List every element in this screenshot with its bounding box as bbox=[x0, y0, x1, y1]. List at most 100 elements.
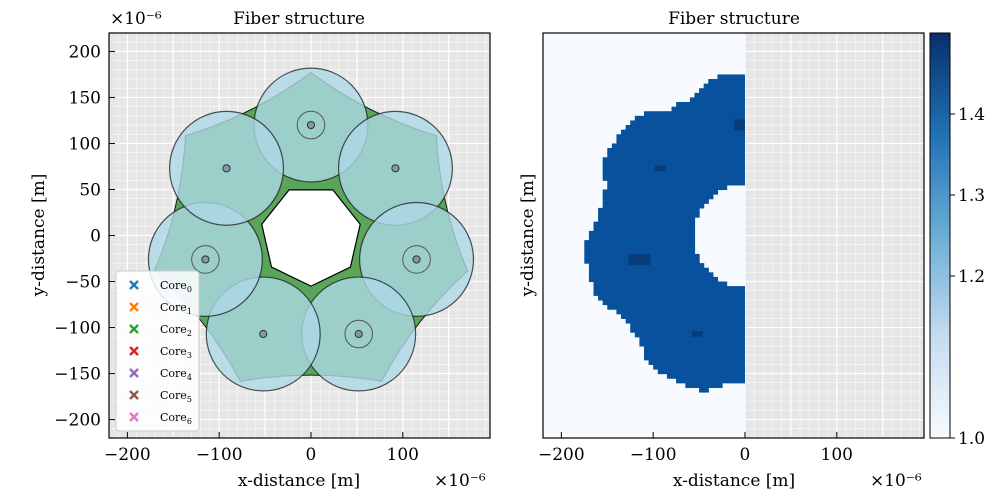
heatmap-cell bbox=[648, 272, 654, 278]
heatmap-cell bbox=[616, 309, 622, 315]
heatmap-cell bbox=[708, 115, 714, 122]
heatmap-cell bbox=[712, 143, 719, 149]
heatmap-cell bbox=[653, 295, 659, 301]
heatmap-cell bbox=[708, 88, 714, 94]
heatmap-cell bbox=[648, 194, 654, 200]
heatmap-cell bbox=[639, 299, 645, 306]
heatmap-cell bbox=[602, 290, 608, 296]
heatmap-cell bbox=[676, 249, 682, 255]
heatmap-cell bbox=[712, 359, 719, 365]
legend-entry: Core3 bbox=[129, 345, 192, 360]
heatmap-cell bbox=[680, 194, 686, 200]
heatmap-cell bbox=[639, 309, 645, 315]
heatmap-cell bbox=[689, 129, 696, 135]
heatmap-cell bbox=[630, 194, 636, 200]
heatmap-cell bbox=[680, 184, 686, 191]
heatmap-cell bbox=[712, 355, 719, 361]
heatmap-cell bbox=[699, 309, 705, 315]
heatmap-cell bbox=[630, 184, 636, 191]
heatmap-cell bbox=[662, 143, 668, 149]
heatmap-cell bbox=[694, 97, 700, 103]
heatmap-cell bbox=[708, 327, 714, 333]
heatmap-cell bbox=[588, 249, 595, 255]
heatmap-cell bbox=[735, 138, 741, 145]
heatmap-cell bbox=[699, 341, 705, 347]
heatmap-cell bbox=[611, 143, 618, 149]
heatmap-cell bbox=[717, 327, 723, 333]
heatmap-cell bbox=[685, 272, 691, 278]
heatmap-cell bbox=[653, 120, 659, 126]
heatmap-cell bbox=[717, 148, 723, 154]
heatmap-cell bbox=[685, 299, 691, 306]
heatmap-cell bbox=[666, 364, 673, 370]
heatmap-cell bbox=[598, 272, 604, 278]
heatmap-cell bbox=[639, 290, 645, 296]
heatmap-cell bbox=[607, 235, 613, 241]
heatmap-cell bbox=[634, 217, 640, 223]
heatmap-cell bbox=[630, 263, 636, 269]
heatmap-cell bbox=[726, 148, 732, 154]
heatmap-cell bbox=[602, 212, 608, 218]
heatmap-cell bbox=[634, 125, 640, 131]
heatmap-cell bbox=[694, 290, 700, 296]
heatmap-cell bbox=[588, 263, 595, 269]
heatmap-cell bbox=[726, 313, 732, 319]
heatmap-cell bbox=[662, 267, 668, 273]
heatmap-cell bbox=[694, 212, 700, 218]
heatmap-cell bbox=[689, 125, 696, 131]
heatmap-cell bbox=[653, 115, 659, 122]
heatmap-cell bbox=[657, 318, 663, 324]
heatmap-cell bbox=[685, 189, 691, 195]
heatmap-cell bbox=[653, 253, 659, 260]
heatmap-cell bbox=[639, 161, 645, 168]
heatmap-cell bbox=[611, 272, 618, 278]
x-tick-label: 100 bbox=[821, 445, 853, 465]
heatmap-cell bbox=[735, 364, 741, 370]
heatmap-cell bbox=[703, 152, 709, 158]
heatmap-cell bbox=[662, 230, 668, 237]
heatmap-cell bbox=[708, 148, 714, 154]
heatmap-cell bbox=[740, 299, 745, 306]
heatmap-cell bbox=[685, 157, 691, 163]
heatmap-cell bbox=[643, 125, 650, 131]
heatmap-cell bbox=[671, 143, 677, 149]
heatmap-cell bbox=[625, 235, 631, 241]
heatmap-cell bbox=[717, 322, 723, 329]
heatmap-cell bbox=[722, 281, 728, 287]
heatmap-cell bbox=[699, 194, 705, 200]
heatmap-cell bbox=[602, 207, 608, 214]
heatmap-cell bbox=[699, 129, 705, 135]
heatmap-cell bbox=[703, 97, 709, 103]
heatmap-cell bbox=[607, 226, 613, 232]
heatmap-cell bbox=[662, 286, 668, 292]
heatmap-cell bbox=[648, 327, 654, 333]
heatmap-cell bbox=[722, 290, 728, 296]
heatmap-cell bbox=[689, 97, 696, 103]
heatmap-cell bbox=[726, 309, 732, 315]
heatmap-cell bbox=[607, 253, 613, 260]
heatmap-cell bbox=[685, 106, 691, 112]
heatmap-cell bbox=[726, 364, 732, 370]
heatmap-cell bbox=[611, 304, 618, 310]
heatmap-cell bbox=[676, 217, 682, 223]
heatmap-cell bbox=[703, 313, 709, 319]
x-tick-label: −200 bbox=[104, 445, 151, 465]
heatmap-cell bbox=[689, 175, 696, 181]
heatmap-cell bbox=[607, 240, 613, 246]
heatmap-cell bbox=[726, 295, 732, 301]
heatmap-cell bbox=[657, 244, 663, 250]
heatmap-cell bbox=[740, 152, 745, 158]
heatmap-cell bbox=[703, 309, 709, 315]
heatmap-cell bbox=[740, 327, 745, 333]
core-dot-1 bbox=[391, 164, 400, 173]
heatmap-cell bbox=[621, 258, 627, 264]
heatmap-cell bbox=[630, 212, 636, 218]
x-tick-label: −100 bbox=[630, 445, 677, 465]
heatmap-cell bbox=[694, 175, 700, 181]
heatmap-cell bbox=[621, 290, 627, 296]
heatmap-cell bbox=[694, 161, 700, 168]
heatmap-cell bbox=[708, 79, 714, 85]
legend-marker bbox=[129, 412, 139, 422]
heatmap-cell bbox=[708, 304, 714, 310]
heatmap-cell bbox=[689, 138, 696, 145]
